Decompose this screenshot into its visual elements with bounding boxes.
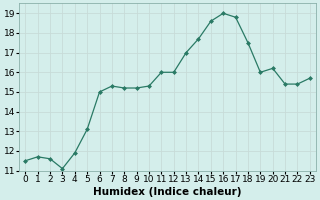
X-axis label: Humidex (Indice chaleur): Humidex (Indice chaleur): [93, 187, 242, 197]
